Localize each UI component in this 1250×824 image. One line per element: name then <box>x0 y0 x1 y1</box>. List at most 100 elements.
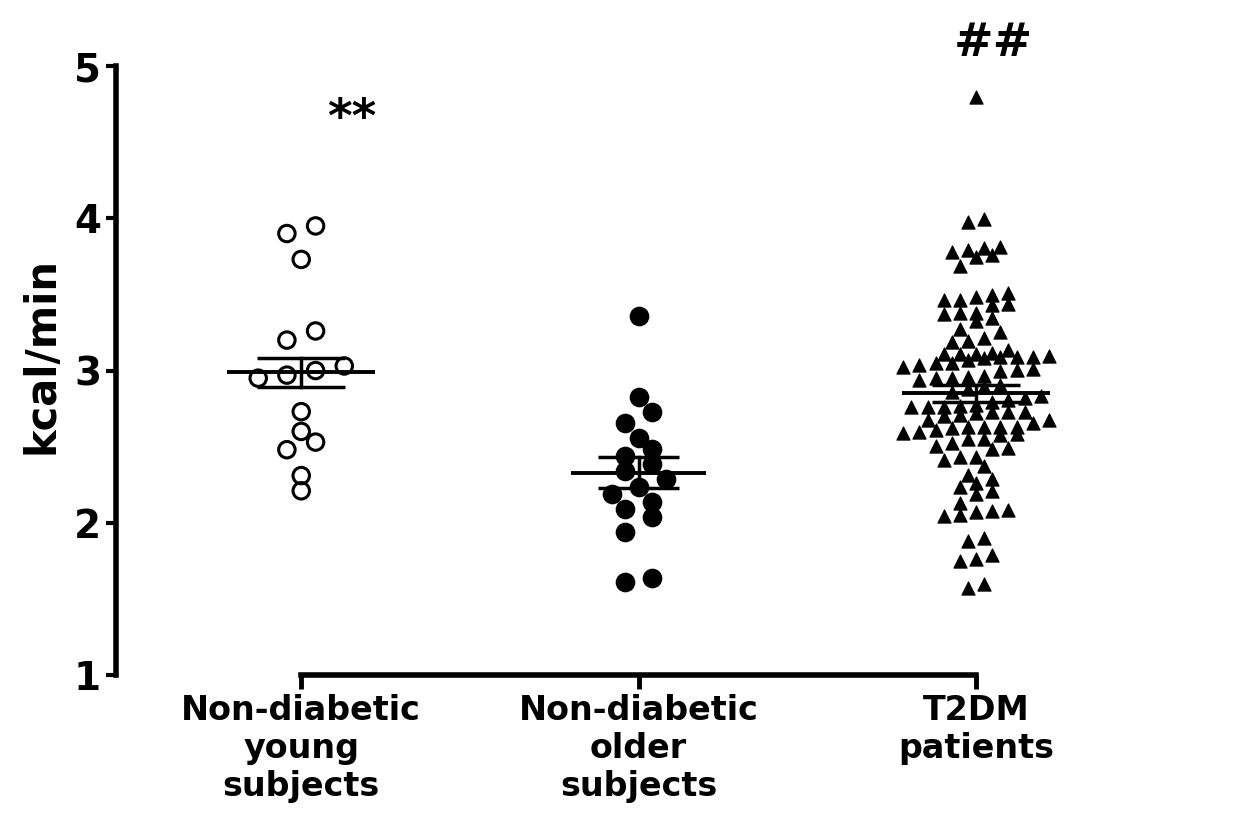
Point <box>966 552 986 565</box>
Text: ##: ## <box>954 21 1032 66</box>
Point <box>999 344 1019 357</box>
Point <box>629 310 649 323</box>
Point <box>966 487 986 500</box>
Point <box>941 335 961 349</box>
Point <box>958 334 978 347</box>
Point <box>918 414 938 427</box>
Point <box>941 386 961 399</box>
Point <box>601 488 621 501</box>
Point <box>642 571 662 584</box>
Point <box>974 213 994 226</box>
Point <box>629 431 649 444</box>
Point <box>941 436 961 449</box>
Point <box>966 291 986 304</box>
Point <box>950 508 970 522</box>
Point <box>1031 390 1051 403</box>
Point <box>999 286 1019 299</box>
Point <box>999 441 1019 454</box>
Point <box>982 298 1002 311</box>
Point <box>278 368 298 382</box>
Point <box>974 420 994 433</box>
Point <box>615 416 635 429</box>
Point <box>982 346 1002 359</box>
Point <box>990 240 1010 253</box>
Point <box>966 90 986 103</box>
Point <box>910 425 930 438</box>
Point <box>982 473 1002 486</box>
Point <box>1039 414 1059 427</box>
Point <box>291 469 311 482</box>
Point <box>990 364 1010 377</box>
Point <box>291 253 311 266</box>
Point <box>966 307 986 320</box>
Point <box>656 472 676 485</box>
Point <box>950 451 970 464</box>
Point <box>990 325 1010 339</box>
Point <box>999 405 1019 419</box>
Point <box>982 548 1002 561</box>
Point <box>278 227 298 240</box>
Point <box>1006 350 1026 363</box>
Point <box>934 510 954 523</box>
Point <box>1006 364 1026 377</box>
Point <box>305 219 325 232</box>
Point <box>950 348 970 361</box>
Point <box>642 510 662 523</box>
Point <box>934 410 954 423</box>
Point <box>642 405 662 419</box>
Point <box>974 577 994 590</box>
Point <box>615 576 635 589</box>
Point <box>901 400 921 413</box>
Point <box>974 352 994 365</box>
Point <box>941 422 961 435</box>
Point <box>990 428 1010 442</box>
Point <box>958 582 978 595</box>
Point <box>999 297 1019 311</box>
Point <box>982 288 1002 302</box>
Point <box>1006 428 1026 441</box>
Point <box>982 311 1002 325</box>
Point <box>958 353 978 367</box>
Point <box>1022 350 1042 363</box>
Point <box>982 396 1002 409</box>
Point <box>950 307 970 320</box>
Point <box>615 526 635 539</box>
Point <box>918 400 938 413</box>
Point <box>958 371 978 384</box>
Point <box>958 216 978 229</box>
Point <box>1015 391 1035 405</box>
Point <box>278 334 298 347</box>
Point <box>958 469 978 482</box>
Point <box>615 503 635 516</box>
Point <box>291 425 311 438</box>
Point <box>974 331 994 344</box>
Point <box>894 361 914 374</box>
Point <box>974 241 994 255</box>
Point <box>999 503 1019 517</box>
Point <box>925 424 945 437</box>
Point <box>958 433 978 446</box>
Point <box>925 439 945 452</box>
Point <box>249 372 269 385</box>
Point <box>974 531 994 545</box>
Point <box>950 555 970 568</box>
Point <box>642 457 662 471</box>
Point <box>958 421 978 434</box>
Point <box>1015 405 1035 419</box>
Point <box>966 348 986 361</box>
Point <box>982 485 1002 498</box>
Point <box>934 294 954 307</box>
Point <box>941 371 961 384</box>
Point <box>966 406 986 419</box>
Point <box>990 420 1010 433</box>
Point <box>910 358 930 371</box>
Point <box>958 382 978 396</box>
Point <box>974 433 994 446</box>
Point <box>982 406 1002 419</box>
Point <box>950 322 970 335</box>
Point <box>925 357 945 370</box>
Point <box>1006 420 1026 433</box>
Point <box>966 450 986 463</box>
Point <box>950 481 970 494</box>
Point <box>966 399 986 412</box>
